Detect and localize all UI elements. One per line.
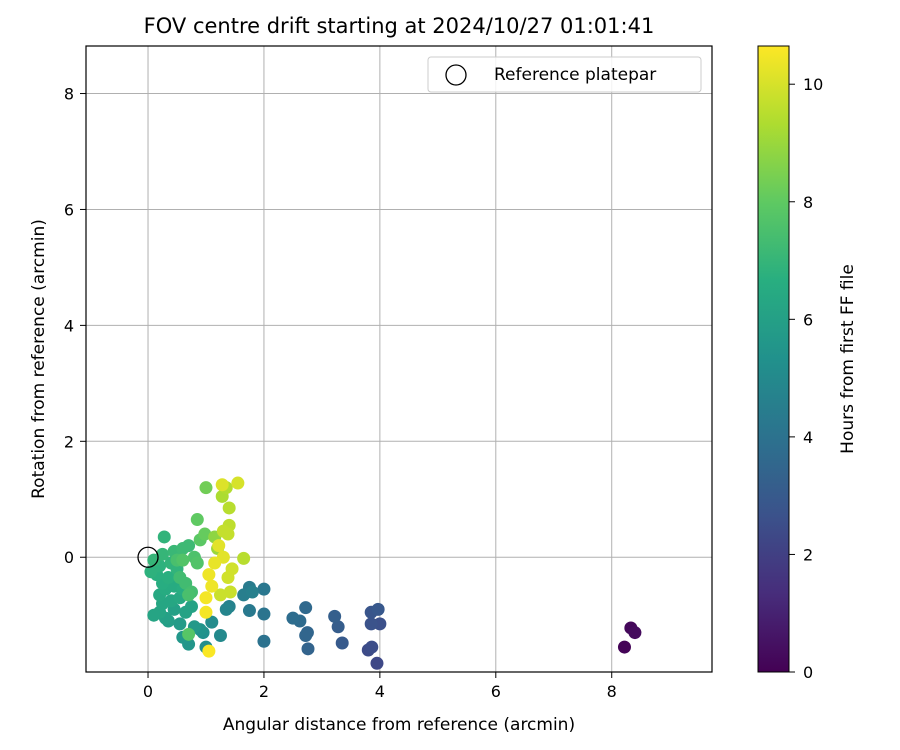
x-tick-label: 6 [491, 682, 501, 701]
reference-platepar-marker [137, 546, 159, 568]
y-tick-label: 0 [64, 548, 74, 567]
reference-group [137, 546, 159, 568]
legend-marker [445, 64, 467, 86]
scatter-point [199, 591, 213, 605]
x-tick-label: 4 [375, 682, 385, 701]
y-tick-label: 8 [64, 85, 74, 104]
scatter-point [257, 582, 271, 596]
scatter-point [365, 640, 379, 654]
colorbar-tick-label: 8 [803, 193, 813, 212]
colorbar-ticks: 0 2 4 6 8 10 [789, 75, 823, 682]
scatter-point [173, 617, 187, 631]
scatter-point [237, 551, 251, 565]
legend: Reference platepar [427, 56, 702, 93]
scatter-point [190, 513, 204, 527]
scatter-point [300, 626, 314, 640]
scatter-point [215, 478, 229, 492]
scatter-point [242, 604, 256, 618]
x-tick-label: 0 [143, 682, 153, 701]
colorbar-tick-label: 4 [803, 428, 813, 447]
scatter-point [231, 476, 245, 490]
scatter-point [628, 626, 642, 640]
scatter-point [198, 527, 212, 541]
scatter-point [370, 656, 384, 670]
scatter-point [371, 602, 385, 616]
scatter-point [331, 620, 345, 634]
scatter-point [176, 553, 190, 567]
x-axis-ticks: 0 2 4 6 8 [143, 672, 617, 701]
scatter-point [182, 627, 196, 641]
scatter-point [205, 615, 219, 629]
colorbar-tick-label: 2 [803, 545, 813, 564]
scatter-point [328, 609, 342, 623]
scatter-point [335, 636, 349, 650]
scatter-point [161, 571, 175, 585]
scatter-point [245, 585, 259, 599]
colorbar-tick-label: 6 [803, 310, 813, 329]
scatter-point [212, 539, 226, 553]
y-axis-label: Rotation from reference (arcmin) [29, 219, 49, 499]
colorbar-tick-label: 10 [803, 75, 823, 94]
scatter-point [190, 556, 204, 570]
scatter-point [202, 568, 216, 582]
scatter-point [222, 501, 236, 515]
legend-label: Reference platepar [494, 65, 656, 85]
scatter-points [144, 476, 642, 670]
scatter-point [219, 602, 233, 616]
x-tick-label: 2 [259, 682, 269, 701]
scatter-point [301, 642, 315, 656]
scatter-point [257, 634, 271, 648]
scatter-point [199, 481, 213, 495]
scatter-point [617, 640, 631, 654]
y-tick-label: 6 [64, 200, 74, 219]
colorbar [757, 45, 790, 673]
scatter-point [208, 556, 222, 570]
scatter-point [147, 608, 161, 622]
scatter-point [257, 607, 271, 621]
y-tick-label: 4 [64, 316, 74, 335]
colorbar-label: Hours from first FF file [838, 264, 858, 454]
scatter-point [286, 611, 300, 625]
y-axis-ticks: 0 2 4 6 8 [64, 85, 86, 567]
scatter-point [299, 601, 313, 615]
scatter-point [156, 547, 170, 561]
scatter-point [199, 605, 213, 619]
plot-frame [85, 45, 713, 673]
scatter-point [184, 600, 198, 614]
y-tick-label: 2 [64, 432, 74, 451]
scatter-point [216, 524, 230, 538]
scatter-point [205, 579, 219, 593]
x-axis-label: Angular distance from reference (arcmin) [223, 715, 575, 735]
scatter-point [223, 585, 237, 599]
colorbar-tick-label: 0 [803, 663, 813, 682]
scatter-point [221, 571, 235, 585]
scatter-point [213, 588, 227, 602]
scatter-point [364, 617, 378, 631]
scatter-point [157, 530, 171, 544]
scatter-point [213, 628, 227, 642]
scatter-point [182, 588, 196, 602]
chart-title: FOV centre drift starting at 2024/10/27 … [144, 14, 655, 38]
legend-box [427, 56, 702, 93]
x-tick-label: 8 [607, 682, 617, 701]
scatter-point [182, 539, 196, 553]
scatter-point [202, 644, 216, 658]
